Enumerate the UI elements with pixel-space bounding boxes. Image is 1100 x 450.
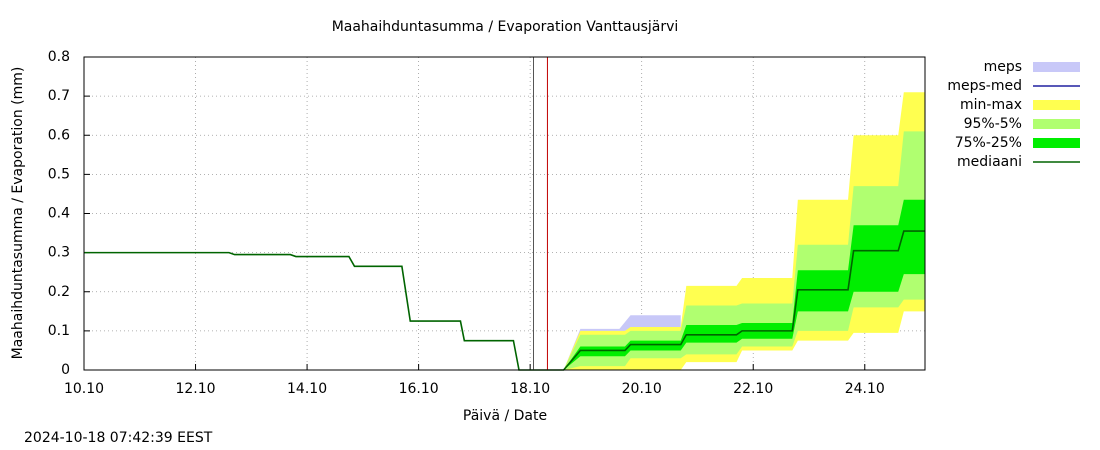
y-tick-label: 0.1 xyxy=(48,323,70,339)
x-tick-label: 16.10 xyxy=(399,381,439,397)
legend-swatch xyxy=(1033,62,1080,72)
legend-swatch xyxy=(1033,100,1080,110)
x-tick-label: 14.10 xyxy=(287,381,327,397)
x-tick-label: 22.10 xyxy=(733,381,773,397)
y-tick-label: 0.5 xyxy=(48,166,70,182)
legend-label: min-max xyxy=(960,97,1022,113)
y-tick-label: 0.7 xyxy=(48,88,70,104)
y-tick-label: 0.4 xyxy=(48,206,70,222)
y-tick-label: 0.3 xyxy=(48,245,70,261)
y-axis-label: Maahaihduntasumma / Evaporation (mm) xyxy=(10,67,26,360)
legend-swatch xyxy=(1033,138,1080,148)
y-tick-label: 0.8 xyxy=(48,49,70,65)
footnote: 2024-10-18 07:42:39 EEST xyxy=(24,430,213,446)
legend-label: 75%-25% xyxy=(955,135,1022,151)
band-area xyxy=(563,199,925,370)
x-tick-label: 18.10 xyxy=(510,381,550,397)
x-axis-label: Päivä / Date xyxy=(463,408,547,424)
legend-swatch xyxy=(1033,119,1080,129)
y-tick-label: 0.2 xyxy=(48,284,70,300)
chart-title: Maahaihduntasumma / Evaporation Vanttaus… xyxy=(332,19,679,35)
x-tick-label: 12.10 xyxy=(175,381,215,397)
plot-frame xyxy=(83,56,926,371)
legend-label: mediaani xyxy=(957,154,1022,170)
legend-label: 95%-5% xyxy=(964,116,1022,132)
x-tick-label: 24.10 xyxy=(845,381,885,397)
y-tick-label: 0 xyxy=(61,362,70,378)
legend-label: meps-med xyxy=(947,78,1022,94)
x-tick-label: 20.10 xyxy=(622,381,662,397)
median-line xyxy=(84,230,925,371)
y-tick-label: 0.6 xyxy=(48,127,70,143)
x-tick-label: 10.10 xyxy=(64,381,104,397)
legend-label: meps xyxy=(984,59,1022,75)
